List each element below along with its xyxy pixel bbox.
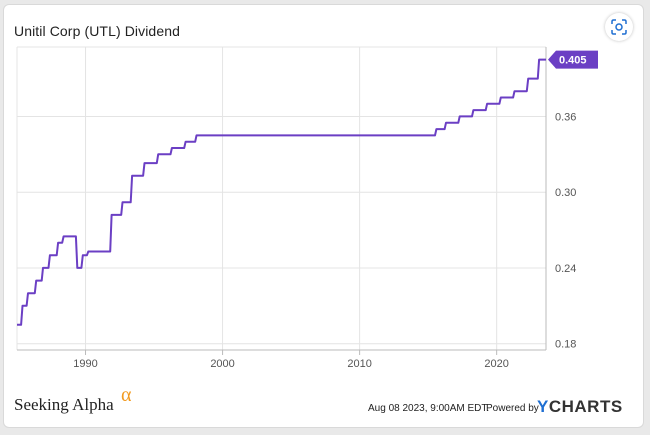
powered-by-text: Powered by [486,403,539,414]
last-value-label: 0.405 [559,55,587,67]
chart-title: Unitil Corp (UTL) Dividend [14,23,180,39]
y-tick-label: 0.36 [555,111,576,123]
series-layer [17,58,546,326]
x-tick-label: 1990 [73,358,97,370]
seeking-alpha-logo: Seeking Alpha [14,395,114,414]
dividend-line [17,58,546,326]
ycharts-logo-text: CHARTS [548,397,623,416]
y-tick-label: 0.18 [555,339,576,351]
ycharts-logo-y: Y [537,397,549,416]
camera-icon [611,19,627,35]
last-value-badge: 0.405 [548,50,598,69]
last-value-badge-shape [548,50,598,69]
timestamp: Aug 08 2023, 9:00AM EDT. [368,403,490,414]
x-tick-label: 2010 [347,358,371,370]
screenshot-button[interactable] [605,13,633,41]
tick-labels: 0.18 0.24 0.30 0.36 1990 2000 2010 2020 [73,111,576,370]
axes [17,47,547,355]
y-tick-label: 0.24 [555,263,576,275]
x-tick-label: 2020 [484,358,508,370]
y-tick-label: 0.30 [555,187,576,199]
alpha-symbol: α [121,384,132,406]
x-tick-label: 2000 [210,358,234,370]
ycharts-logo: YCHARTS [537,397,623,417]
grid-lines [16,46,546,350]
